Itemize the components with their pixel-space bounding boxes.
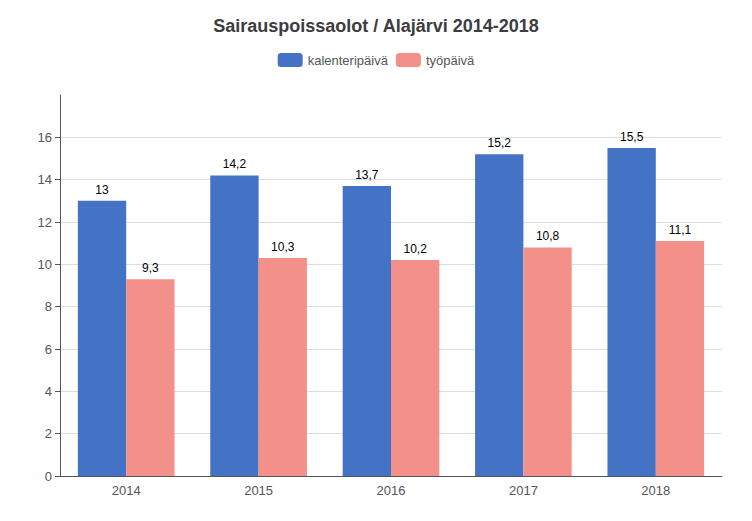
svg-text:6: 6 (45, 342, 52, 357)
svg-text:14: 14 (38, 172, 52, 187)
svg-text:10,2: 10,2 (403, 242, 427, 256)
svg-text:2016: 2016 (377, 483, 406, 498)
svg-text:Sairauspoissaolot / Alajärvi 2: Sairauspoissaolot / Alajärvi 2014-2018 (213, 16, 539, 36)
svg-text:14,2: 14,2 (223, 157, 247, 171)
svg-text:11,1: 11,1 (669, 223, 692, 237)
svg-text:8: 8 (45, 299, 52, 314)
svg-text:kalenteripäivä: kalenteripäivä (308, 53, 389, 68)
svg-text:2017: 2017 (509, 483, 538, 498)
svg-text:2018: 2018 (641, 483, 670, 498)
svg-text:työpäivä: työpäivä (426, 53, 475, 68)
svg-text:15,2: 15,2 (488, 136, 512, 150)
svg-text:15,5: 15,5 (620, 130, 644, 144)
svg-text:10,3: 10,3 (271, 240, 295, 254)
svg-text:2014: 2014 (112, 483, 141, 498)
svg-text:4: 4 (45, 384, 52, 399)
svg-text:10: 10 (38, 257, 52, 272)
svg-text:2015: 2015 (244, 483, 273, 498)
svg-text:10,8: 10,8 (536, 229, 560, 243)
svg-text:16: 16 (38, 130, 52, 145)
svg-text:2: 2 (45, 426, 52, 441)
svg-text:13: 13 (95, 183, 109, 197)
svg-text:0: 0 (45, 469, 52, 484)
svg-text:12: 12 (38, 215, 52, 230)
svg-text:13,7: 13,7 (355, 168, 379, 182)
svg-text:9,3: 9,3 (142, 261, 159, 275)
